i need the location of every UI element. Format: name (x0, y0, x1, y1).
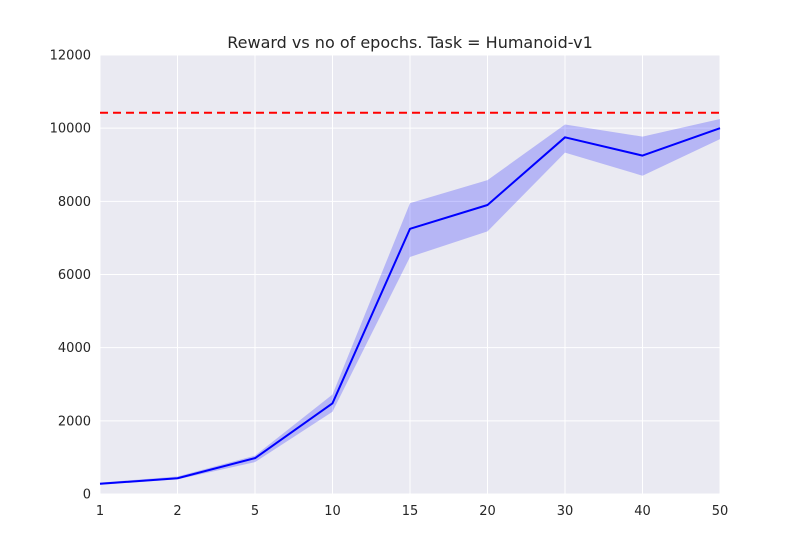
data-point (332, 402, 334, 404)
data-point (409, 228, 411, 230)
x-tick-label: 2 (173, 504, 181, 519)
x-tick-label: 40 (634, 504, 651, 519)
data-point (642, 155, 644, 157)
x-tick-labels: 1 2 5 10 15 20 30 40 50 (96, 504, 728, 519)
y-tick-label: 4000 (58, 341, 91, 356)
data-point (487, 204, 489, 206)
x-tick-label: 1 (96, 504, 104, 519)
y-tick-label: 12000 (50, 49, 91, 64)
x-tick-label: 50 (712, 504, 729, 519)
y-tick-label: 10000 (50, 122, 91, 137)
data-point (177, 477, 179, 479)
x-tick-label: 30 (557, 504, 574, 519)
y-tick-label: 8000 (58, 195, 91, 210)
y-tick-labels: 0 2000 4000 6000 8000 10000 12000 (50, 49, 91, 503)
x-tick-label: 20 (479, 504, 496, 519)
data-point (719, 127, 721, 129)
x-tick-label: 5 (251, 504, 259, 519)
grid (99, 54, 721, 495)
x-tick-label: 10 (324, 504, 341, 519)
confidence-band (100, 119, 720, 485)
chart-title: Reward vs no of epochs. Task = Humanoid-… (227, 33, 593, 52)
data-point (99, 483, 101, 485)
data-point (564, 136, 566, 138)
data-point (254, 457, 256, 459)
y-tick-label: 0 (83, 488, 91, 503)
y-tick-label: 2000 (58, 414, 91, 429)
y-tick-label: 6000 (58, 268, 91, 283)
x-tick-label: 15 (402, 504, 419, 519)
series-line (99, 127, 721, 485)
